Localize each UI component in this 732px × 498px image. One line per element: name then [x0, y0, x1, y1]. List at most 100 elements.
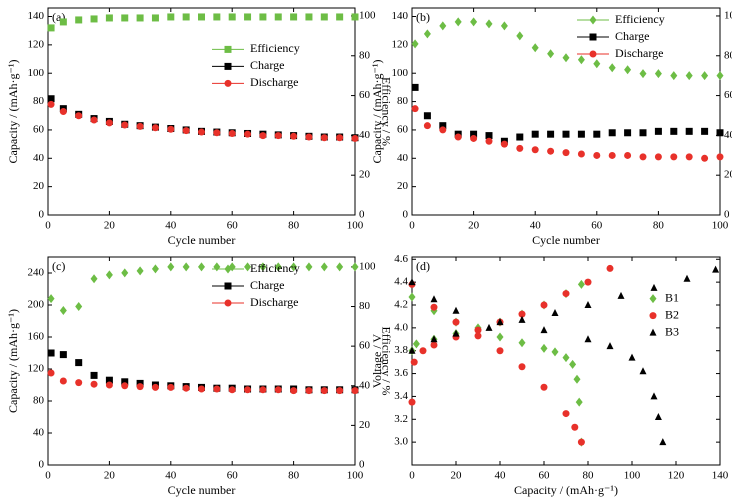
data-point	[151, 14, 159, 22]
y-tick-label: 240	[28, 267, 45, 279]
data-point	[547, 147, 555, 155]
data-point	[518, 338, 526, 348]
data-point	[659, 438, 667, 446]
legend-marker	[649, 328, 657, 336]
data-point	[575, 397, 583, 407]
data-point	[290, 262, 298, 272]
data-point	[577, 279, 585, 289]
data-point	[136, 266, 144, 276]
data-point	[167, 262, 175, 272]
legend-label: Efficiency	[250, 261, 300, 275]
y-tick-label: 40	[33, 152, 45, 164]
legend-label: Efficiency	[615, 12, 665, 26]
legend-label: Discharge	[250, 295, 298, 309]
x-tick-label: 40	[165, 470, 177, 482]
data-point	[454, 133, 462, 141]
data-point	[274, 386, 282, 394]
x-tick-label: 100	[347, 470, 364, 482]
data-point	[290, 132, 298, 140]
data-point	[213, 385, 221, 393]
data-point	[90, 371, 98, 379]
data-point	[577, 55, 585, 65]
data-point	[47, 369, 55, 377]
data-point	[274, 262, 282, 272]
data-point	[305, 387, 313, 395]
data-point	[274, 132, 282, 140]
data-point	[608, 129, 616, 137]
data-point	[259, 386, 267, 394]
data-point	[650, 283, 658, 291]
x-tick-label: 60	[539, 470, 551, 482]
y-tick-label: 20	[397, 180, 409, 192]
data-point	[244, 13, 252, 21]
x-tick-label: 0	[45, 470, 51, 482]
y-tick-label: 60	[33, 123, 45, 135]
data-point	[59, 305, 67, 315]
x-tick-label: 80	[653, 220, 665, 232]
data-point	[470, 130, 478, 138]
data-point	[670, 127, 678, 135]
y-tick-label: 40	[33, 427, 45, 439]
data-point	[105, 381, 113, 389]
legend-label: B1	[665, 290, 679, 304]
data-point	[423, 112, 431, 120]
data-point	[419, 347, 427, 355]
data-point	[551, 309, 559, 316]
data-point	[305, 13, 313, 21]
data-point	[654, 127, 662, 135]
data-point	[167, 383, 175, 391]
x-axis-label: Cycle number	[168, 483, 236, 497]
data-point	[617, 291, 625, 299]
y-tick-label: 160	[28, 331, 45, 343]
data-point	[75, 16, 83, 24]
data-point	[639, 129, 647, 137]
data-point	[540, 301, 548, 309]
x-axis-label: Cycle number	[168, 233, 236, 247]
data-point	[336, 262, 344, 272]
plot-frame	[47, 256, 356, 466]
y-axis-label: Capacity / (mAh·g⁻¹)	[370, 60, 384, 164]
panel-label: (c)	[52, 259, 65, 273]
x-tick-label: 60	[227, 220, 239, 232]
data-point	[516, 144, 524, 152]
data-point	[228, 13, 236, 21]
data-point	[439, 122, 447, 130]
data-point	[430, 303, 438, 311]
y2-axis-label: Efficiency / %	[379, 326, 393, 395]
legend-marker	[224, 282, 232, 290]
data-point	[470, 134, 478, 142]
data-point	[654, 153, 662, 161]
data-point	[182, 127, 190, 135]
data-point	[136, 383, 144, 391]
y-tick-label: 60	[397, 123, 409, 135]
plot-frame	[411, 7, 721, 216]
data-point	[516, 31, 524, 41]
data-point	[551, 347, 559, 357]
data-point	[290, 13, 298, 21]
data-point	[411, 39, 419, 49]
data-point	[606, 342, 614, 350]
data-point	[59, 18, 67, 26]
data-point	[654, 69, 662, 79]
data-point	[290, 387, 298, 395]
data-point	[336, 387, 344, 395]
data-point	[430, 341, 438, 349]
data-point	[569, 359, 577, 369]
data-point	[452, 318, 460, 326]
y-tick-label: 20	[33, 180, 45, 192]
data-point	[121, 121, 129, 129]
y-tick-label: 80	[33, 95, 45, 107]
y2-tick-label: 20	[359, 419, 371, 431]
data-point	[531, 146, 539, 154]
x-tick-label: 120	[668, 470, 685, 482]
data-point	[452, 306, 460, 314]
data-point	[639, 153, 647, 161]
data-point	[654, 413, 662, 420]
data-point	[47, 294, 55, 304]
data-point	[712, 265, 720, 273]
data-point	[244, 130, 252, 138]
data-point	[75, 379, 83, 387]
y-tick-label: 140	[392, 10, 409, 22]
data-point	[408, 346, 416, 354]
data-point	[59, 108, 67, 115]
